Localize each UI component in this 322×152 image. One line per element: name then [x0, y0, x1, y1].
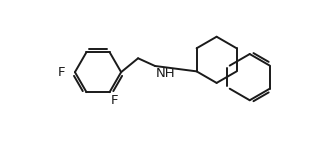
Text: F: F: [110, 94, 118, 107]
Text: NH: NH: [156, 67, 175, 80]
Text: F: F: [58, 66, 66, 79]
